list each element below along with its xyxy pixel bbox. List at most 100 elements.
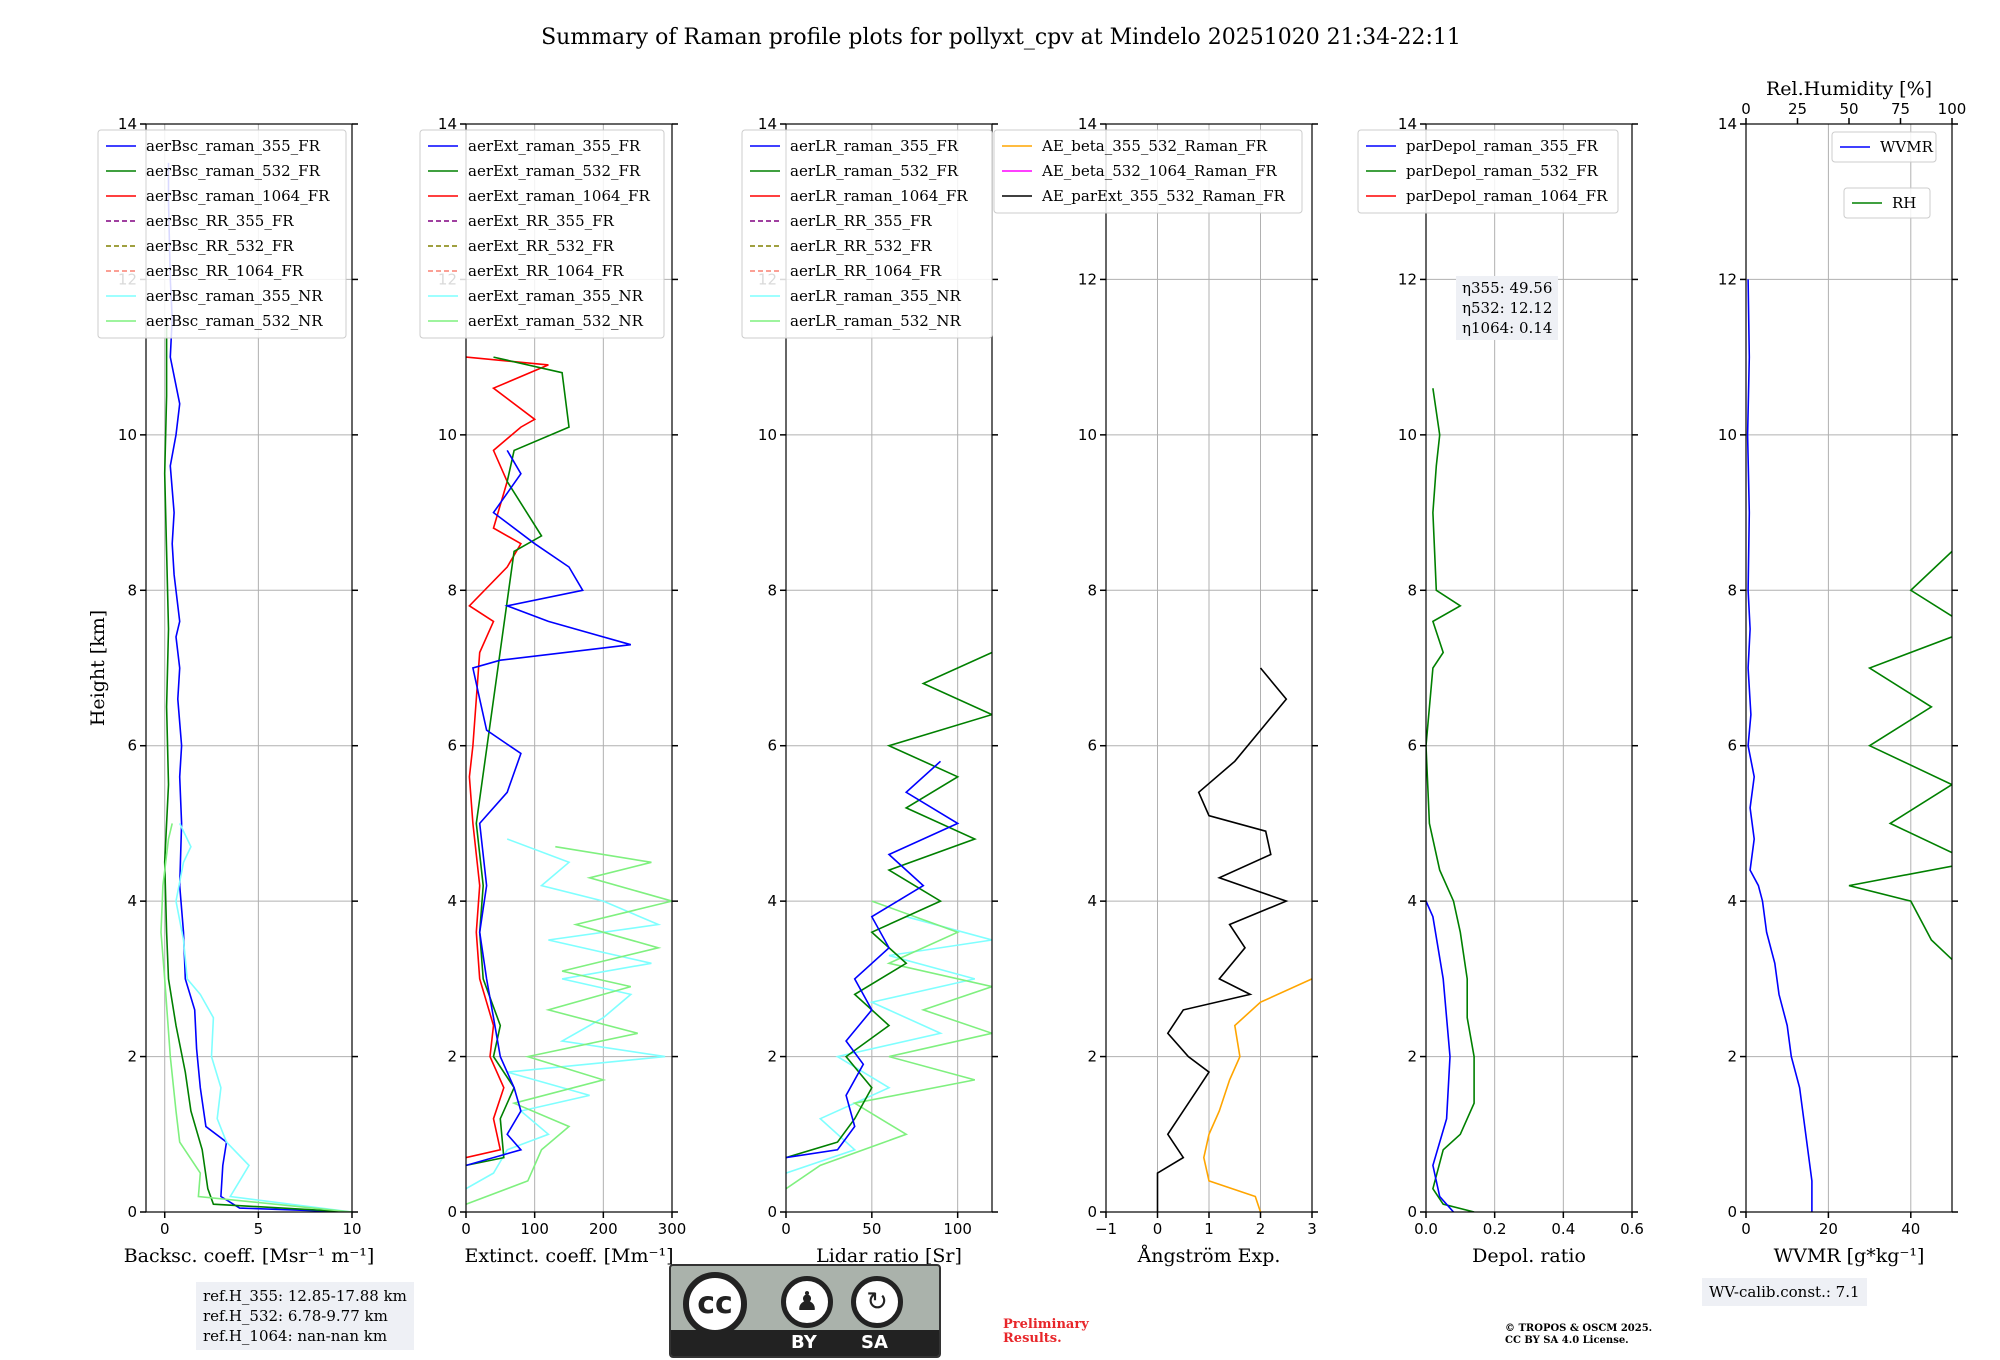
series-line-aerExt_raman_355_FR [466, 449, 632, 1167]
legend-label: aerLR_raman_355_NR [790, 287, 961, 305]
eta-box: η355: 49.56 η532: 12.12 η1064: 0.14 [1456, 276, 1559, 340]
copyright-line-1: © TROPOS & OSCM 2025. [1505, 1323, 1653, 1334]
y-tick-label: 8 [447, 581, 457, 599]
legend-label: RH [1892, 194, 1916, 212]
series-line-AE_beta_355_532_Raman_FR [1202, 978, 1312, 1212]
panels: 024681012140510Backsc. coeff. [Msr⁻¹ m⁻¹… [87, 78, 1966, 1267]
legend: RH [1843, 187, 1931, 219]
preliminary-line-1: Preliminary [1003, 1317, 1089, 1332]
legend-label: aerBsc_RR_355_FR [146, 212, 294, 230]
y-tick-label: 2 [1407, 1048, 1417, 1066]
legend-label: aerLR_raman_532_NR [790, 312, 961, 330]
x-tick-label: 3 [1307, 1220, 1317, 1238]
y-tick-label: 10 [1718, 426, 1737, 444]
preliminary-results-note: Preliminary Results. [1003, 1318, 1089, 1346]
x-tick-label: 5 [254, 1220, 264, 1238]
y-tick-label: 8 [1407, 581, 1417, 599]
wv-calib-box: WV-calib.const.: 7.1 [1702, 1278, 1867, 1306]
y-tick-label: 0 [767, 1203, 777, 1221]
x-tick-label: 0.2 [1483, 1220, 1507, 1238]
x-axis-label: Ångström Exp. [1137, 1245, 1281, 1267]
y-tick-label: 10 [118, 426, 137, 444]
axes-frame [785, 123, 993, 1213]
series-line-WVMR [1746, 279, 1813, 1212]
legend-label: aerBsc_RR_532_FR [146, 237, 294, 255]
y-tick-label: 12 [1718, 270, 1737, 288]
legend-label: aerExt_RR_1064_FR [468, 262, 624, 280]
legend-label: aerLR_raman_355_FR [790, 137, 959, 155]
eta-1064: η1064: 0.14 [1462, 319, 1553, 337]
series-line-aerBsc_raman_355_NR [175, 823, 352, 1212]
x-tick-label: 0 [461, 1220, 471, 1238]
series-line-aerLR_raman_532_FR [786, 651, 992, 1159]
y-tick-label: 10 [1078, 426, 1097, 444]
axes-frame [465, 123, 673, 1213]
series-line-aerBsc_raman_532_FR [163, 318, 352, 1212]
x-tick-label: 10 [342, 1220, 361, 1238]
series-line-aerExt_raman_532_FR [466, 356, 570, 1167]
axes-frame [145, 123, 353, 1213]
x-axis-label: Backsc. coeff. [Msr⁻¹ m⁻¹] [124, 1245, 375, 1267]
series-line-aerExt_raman_355_NR [466, 838, 666, 1190]
y-tick-label: 4 [1087, 892, 1097, 910]
axes-frame [1745, 123, 1953, 1213]
legend: parDepol_raman_355_FR parDepol_raman_532_… [1357, 129, 1619, 214]
legend-label: WVMR [1880, 138, 1934, 156]
share-alike-icon: ↻ [851, 1276, 903, 1328]
series-group [160, 162, 352, 1212]
legend-label: aerBsc_raman_1064_FR [146, 187, 330, 205]
y-axis-label: Height [km] [87, 610, 109, 726]
y-tick-label: 4 [767, 892, 777, 910]
license-sa-label: SA [861, 1332, 888, 1353]
person-icon: ♟ [781, 1276, 833, 1328]
legend-label: aerLR_RR_355_FR [790, 212, 932, 230]
legend-label: parDepol_raman_355_FR [1406, 137, 1599, 155]
x-tick-label: 50 [862, 1220, 881, 1238]
y-tick-label: 2 [447, 1048, 457, 1066]
y-tick-label: 6 [1727, 737, 1737, 755]
legend-label: AE_parExt_355_532_Raman_FR [1041, 187, 1286, 205]
y-tick-label: 6 [767, 737, 777, 755]
y-tick-label: 12 [1078, 270, 1097, 288]
legend: WVMR [1831, 131, 1937, 163]
series-line-aerExt_raman_532_NR [466, 845, 672, 1205]
top-x-tick-label: 75 [1891, 100, 1910, 118]
legend-label: aerBsc_raman_355_NR [146, 287, 323, 305]
cc-logo-icon: cc [683, 1272, 747, 1336]
legend-label: aerLR_RR_1064_FR [790, 262, 942, 280]
y-tick-label: 8 [1087, 581, 1097, 599]
series-line-aerBsc_raman_532_NR [160, 823, 352, 1212]
x-tick-label: 200 [589, 1220, 618, 1238]
y-tick-label: 14 [438, 115, 457, 133]
y-tick-label: 4 [447, 892, 457, 910]
x-axis-label: Lidar ratio [Sr] [816, 1245, 962, 1267]
series-group [1746, 279, 1952, 1212]
top-x-tick-label: 25 [1788, 100, 1807, 118]
legend-label: aerBsc_raman_532_NR [146, 312, 323, 330]
x-tick-label: 300 [658, 1220, 687, 1238]
y-tick-label: 10 [1398, 426, 1417, 444]
y-tick-label: 14 [118, 115, 137, 133]
y-tick-label: 4 [1727, 892, 1737, 910]
series-line-aerLR_raman_355_NR [786, 915, 992, 1174]
x-axis-label: Extinct. coeff. [Mm⁻¹] [464, 1245, 673, 1267]
legend-label: aerExt_raman_355_NR [468, 287, 644, 305]
top-axis-label: Rel.Humidity [%] [1766, 78, 1932, 100]
y-tick-label: 8 [127, 581, 137, 599]
legend-label: aerExt_RR_532_FR [468, 237, 615, 255]
legend-label: aerExt_raman_532_NR [468, 312, 644, 330]
y-tick-label: 14 [1078, 115, 1097, 133]
legend-label: parDepol_raman_532_FR [1406, 162, 1599, 180]
x-tick-label: 0 [160, 1220, 170, 1238]
y-tick-label: 4 [127, 892, 137, 910]
y-tick-label: 2 [767, 1048, 777, 1066]
x-tick-label: 1 [1204, 1220, 1214, 1238]
legend: aerExt_raman_355_FR aerExt_raman_532_FRae… [419, 129, 665, 339]
figure-title: Summary of Raman profile plots for polly… [541, 25, 1461, 50]
axes-frame [1425, 123, 1633, 1213]
y-tick-label: 14 [758, 115, 777, 133]
y-tick-label: 0 [1727, 1203, 1737, 1221]
legend-label: aerLR_raman_532_FR [790, 162, 959, 180]
